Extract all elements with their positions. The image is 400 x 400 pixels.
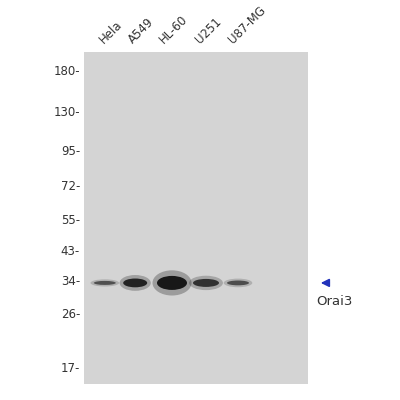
Text: 95-: 95-: [61, 145, 80, 158]
Ellipse shape: [152, 270, 192, 296]
Ellipse shape: [193, 279, 219, 287]
Text: 34-: 34-: [61, 274, 80, 288]
Ellipse shape: [123, 278, 147, 287]
Ellipse shape: [120, 275, 151, 291]
Text: 26-: 26-: [61, 308, 80, 321]
Text: 55-: 55-: [61, 214, 80, 227]
Text: U251: U251: [193, 15, 224, 46]
FancyBboxPatch shape: [84, 52, 308, 384]
Text: HL-60: HL-60: [157, 12, 190, 46]
Ellipse shape: [94, 281, 116, 285]
Ellipse shape: [90, 279, 119, 286]
Text: 72-: 72-: [61, 180, 80, 193]
Text: 17-: 17-: [61, 362, 80, 375]
Text: 43-: 43-: [61, 245, 80, 258]
Ellipse shape: [227, 280, 249, 285]
Text: 180-: 180-: [53, 65, 80, 78]
Ellipse shape: [189, 276, 223, 290]
Text: Orai3: Orai3: [316, 295, 352, 308]
Text: 130-: 130-: [53, 106, 80, 119]
Ellipse shape: [224, 278, 252, 287]
Text: Hela: Hela: [97, 18, 125, 46]
Ellipse shape: [157, 276, 187, 290]
Text: U87-MG: U87-MG: [226, 4, 268, 46]
Text: A549: A549: [126, 15, 157, 46]
